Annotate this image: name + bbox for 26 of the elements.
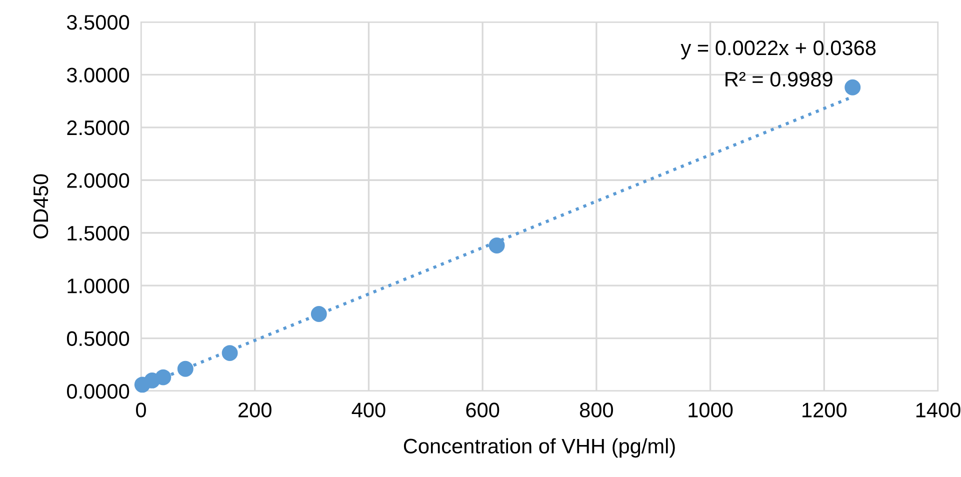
x-tick-label: 600 (466, 402, 500, 418)
x-axis-title: Concentration of VHH (pg/ml) (404, 438, 675, 458)
annotation: R² = 0.9989 (726, 72, 832, 87)
y-tick-label: 0.0000 (66, 384, 130, 399)
y-tick-label: 1.5000 (68, 226, 130, 241)
x-tick-label: 1200 (802, 402, 847, 418)
point (488, 238, 505, 254)
x-tick-label: 1000 (688, 402, 733, 418)
x-tick-label: 0 (136, 402, 146, 418)
y-tick-label: 3.0000 (66, 68, 130, 82)
x-tick-label: 800 (580, 402, 613, 418)
y-tick-label: 0.5000 (66, 331, 130, 346)
y-tick-label: 2.5000 (67, 120, 130, 136)
y-axis-title: OD450 (33, 174, 48, 239)
point (155, 369, 172, 386)
x-tick-label: 1400 (916, 402, 960, 418)
point (177, 360, 194, 377)
y-tick-label: 1.0000 (68, 278, 130, 294)
point (310, 306, 327, 322)
y-tick-label: 2.0000 (67, 173, 130, 188)
point (222, 345, 238, 362)
y-tick-label: 3.5000 (66, 15, 130, 30)
point (844, 79, 861, 96)
annotation: y = 0.0022x + 0.0368 (680, 40, 876, 60)
x-tick-label: 400 (352, 402, 386, 418)
x-tick-label: 200 (238, 402, 272, 418)
